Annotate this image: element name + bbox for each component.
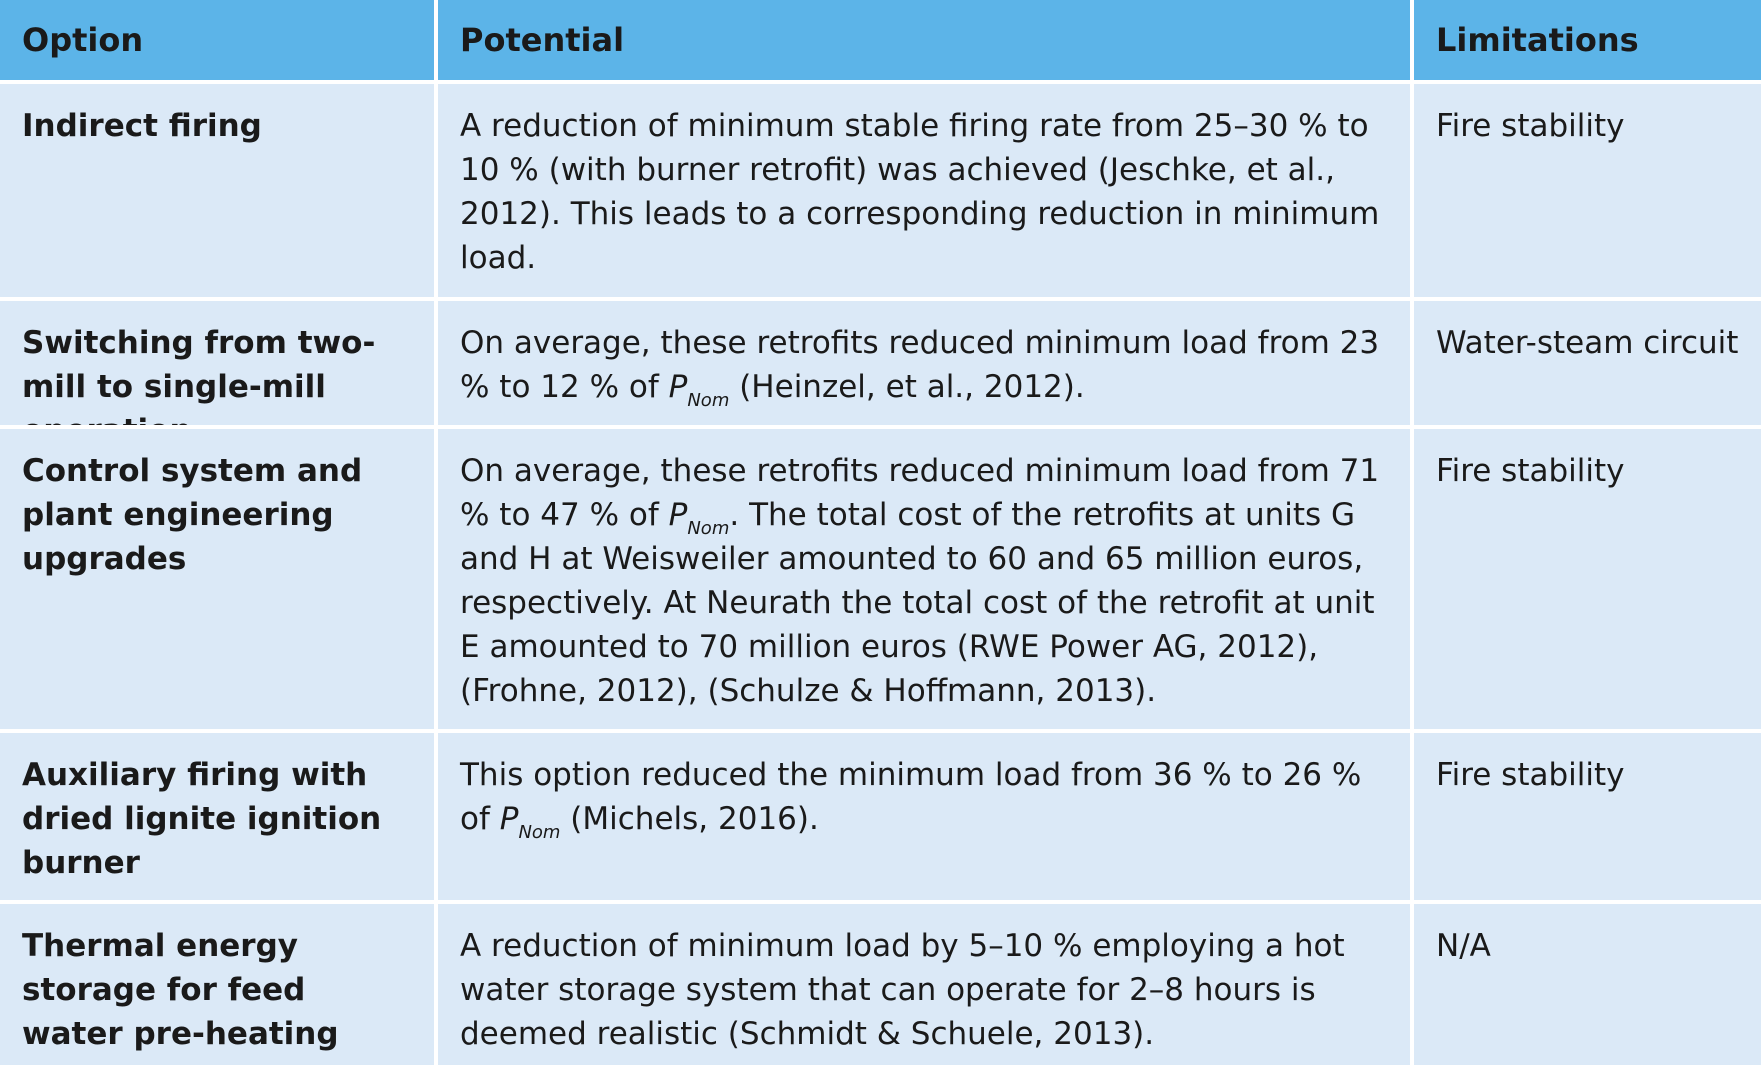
row-3-potential-before: On average, these retrofits reduced mini… bbox=[460, 453, 1380, 533]
row-1-option: Indirect firing bbox=[0, 84, 434, 297]
row-3-option: Control system and plant engineering upg… bbox=[0, 429, 434, 729]
header-potential: Potential bbox=[438, 0, 1410, 80]
row-1-limitations: Fire stability bbox=[1414, 84, 1761, 297]
row-5-potential: A reduction of minimum load by 5–10 % em… bbox=[438, 904, 1410, 1065]
row-4-power-symbol: P bbox=[499, 801, 519, 837]
row-3-power-subscript: Nom bbox=[687, 518, 730, 539]
row-5-option: Thermal energy storage for feed water pr… bbox=[0, 904, 434, 1065]
row-2-potential-after: (Heinzel, et al., 2012). bbox=[729, 369, 1085, 405]
header-option: Option bbox=[0, 0, 434, 80]
row-2-power-subscript: Nom bbox=[687, 390, 730, 411]
row-5-limitations: N/A bbox=[1414, 904, 1761, 1065]
row-3-limitations: Fire stability bbox=[1414, 429, 1761, 729]
row-2-potential-before: On average, these retrofits reduced mini… bbox=[460, 325, 1380, 405]
row-2-limitations: Water-steam circuit bbox=[1414, 301, 1761, 425]
row-2-potential: On average, these retrofits reduced mini… bbox=[438, 301, 1410, 425]
row-1-potential: A reduction of minimum stable firing rat… bbox=[438, 84, 1410, 297]
row-4-limitations: Fire stability bbox=[1414, 733, 1761, 900]
row-4-option: Auxiliary firing with dried lignite igni… bbox=[0, 733, 434, 900]
row-3-potential-after: . The total cost of the retrofits at uni… bbox=[460, 497, 1375, 709]
row-2-power-symbol: P bbox=[668, 369, 688, 405]
header-limitations: Limitations bbox=[1414, 0, 1761, 80]
row-1-potential-text: A reduction of minimum stable firing rat… bbox=[460, 108, 1380, 276]
row-3-power-symbol: P bbox=[668, 497, 688, 533]
row-3-potential: On average, these retrofits reduced mini… bbox=[438, 429, 1410, 729]
row-4-potential-before: This option reduced the minimum load fro… bbox=[460, 757, 1362, 837]
row-4-potential-after: (Michels, 2016). bbox=[560, 801, 819, 837]
row-2-option: Switching from two-mill to single-mill o… bbox=[0, 301, 434, 425]
row-4-potential: This option reduced the minimum load fro… bbox=[438, 733, 1410, 900]
row-5-potential-text: A reduction of minimum load by 5–10 % em… bbox=[460, 928, 1345, 1052]
row-4-power-subscript: Nom bbox=[518, 822, 561, 843]
